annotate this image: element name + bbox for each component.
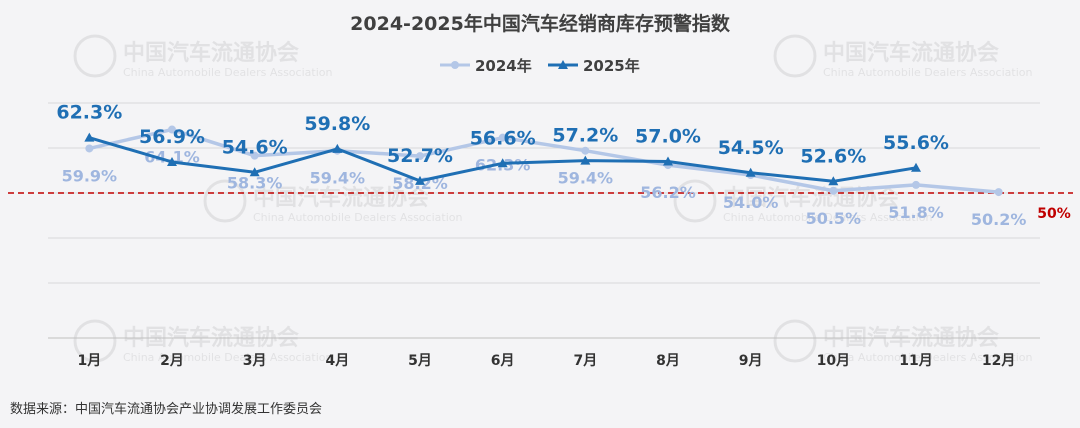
data-label-2025: 52.6% — [800, 145, 866, 167]
watermark-logo-icon — [73, 319, 117, 363]
data-label-2025: 62.3% — [56, 102, 122, 124]
data-point — [497, 158, 508, 168]
data-point — [498, 133, 507, 142]
data-point — [85, 144, 94, 153]
x-tick-label: 11月 — [899, 353, 932, 369]
data-point — [911, 162, 921, 172]
data-label-2024: 50.5% — [806, 209, 862, 228]
x-tick-label: 1月 — [77, 353, 101, 369]
legend-marker — [558, 60, 568, 69]
x-tick-label: 12月 — [982, 353, 1015, 369]
data-label-2025: 59.8% — [304, 113, 370, 135]
data-point — [912, 180, 920, 189]
watermark-logo-icon — [73, 34, 117, 78]
data-label-2025: 56.6% — [470, 127, 536, 149]
watermark-name-cn: 中国汽车流通协会 — [823, 40, 999, 66]
data-label-2024: 59.4% — [558, 169, 614, 188]
x-tick-label: 5月 — [408, 353, 432, 369]
data-point — [168, 125, 176, 134]
data-point — [167, 156, 177, 166]
data-point — [250, 151, 259, 160]
data-point — [581, 146, 590, 155]
data-label-2025: 57.2% — [552, 125, 618, 147]
watermark-name-en: China Automobile Dealers Association — [723, 211, 932, 224]
x-tick-label: 10月 — [817, 353, 850, 369]
legend-item: 2024年 — [440, 57, 532, 75]
data-label-2024: 50.2% — [971, 210, 1027, 229]
x-tick-label: 7月 — [573, 353, 597, 369]
x-tick-label: 3月 — [243, 353, 267, 369]
data-point — [994, 188, 1003, 197]
legend: 2024年 2025年 — [440, 57, 640, 75]
legend-marker — [451, 61, 459, 69]
watermark-logo-icon — [773, 34, 817, 78]
watermark-name-en: China Automobile Dealers Association — [823, 66, 1032, 79]
data-point — [332, 143, 343, 153]
watermark-name-cn: 中国汽车流通协会 — [253, 185, 429, 211]
x-axis: 1月 2月 3月 4月 5月 6月 7月 8月 9月 10月 11月 12月 — [77, 353, 1015, 369]
legend-item: 2025年 — [548, 57, 640, 75]
data-label-2025: 52.7% — [387, 145, 453, 167]
watermark-name-en: China Automobile Dealers Association — [123, 351, 332, 364]
threshold-label: 50% — [1037, 206, 1071, 222]
x-tick-label: 9月 — [739, 353, 763, 369]
data-point — [828, 176, 839, 186]
data-label-2025: 54.5% — [718, 137, 784, 159]
watermark-name-en: China Automobile Dealers Association — [823, 351, 1032, 364]
watermark-name-en: China Automobile Dealers Association — [123, 66, 332, 79]
data-point — [745, 167, 756, 177]
data-label-2024: 59.4% — [310, 169, 366, 188]
watermark-logo-icon — [773, 319, 817, 363]
data-point — [416, 152, 424, 161]
data-label-2024: 51.8% — [888, 203, 944, 222]
watermark-logo-icon — [673, 179, 717, 223]
data-label-2024: 59.9% — [62, 166, 118, 185]
gridlines — [48, 102, 1040, 339]
data-point — [249, 167, 260, 177]
legend-label: 2025年 — [583, 57, 640, 75]
watermark-name-cn: 中国汽车流通协会 — [123, 40, 299, 66]
x-tick-label: 8月 — [656, 353, 680, 369]
series-layer: 59.9%64.1%58.3%59.4%58.2%62.3%59.4%56.2%… — [56, 102, 1026, 229]
source-note: 数据来源：中国汽车流通协会产业协调发展工作委员会 — [10, 402, 323, 417]
legend-label: 2024年 — [475, 57, 532, 75]
data-label-2025: 54.6% — [222, 136, 288, 158]
data-point — [84, 132, 95, 142]
data-label-2024: 54.0% — [723, 193, 779, 212]
series-line — [88, 127, 999, 194]
data-label-2025: 55.6% — [883, 132, 949, 154]
data-label-2024: 58.3% — [227, 174, 283, 193]
data-label-2025: 57.0% — [635, 126, 701, 148]
data-point — [580, 155, 591, 165]
chart-title: 2024-2025年中国汽车经销商库存预警指数 — [350, 12, 731, 35]
x-tick-label: 2月 — [160, 353, 184, 369]
watermark-name-en: China Automobile Dealers Association — [253, 211, 462, 224]
data-point — [415, 175, 425, 185]
series-2025: 62.3% 56.9% 54.6% 59.8% 52.7% 56.6% 57.2% 57.0%… — [56, 102, 949, 186]
data-label-2025: 56.9% — [139, 126, 205, 148]
data-point — [829, 186, 838, 195]
threshold-line-group: 50% — [8, 192, 1073, 222]
x-tick-label: 4月 — [325, 353, 349, 369]
watermark-logo-icon — [203, 179, 247, 223]
data-point — [663, 156, 673, 166]
x-tick-label: 6月 — [491, 353, 515, 369]
data-label-2024: 56.2% — [640, 183, 696, 202]
